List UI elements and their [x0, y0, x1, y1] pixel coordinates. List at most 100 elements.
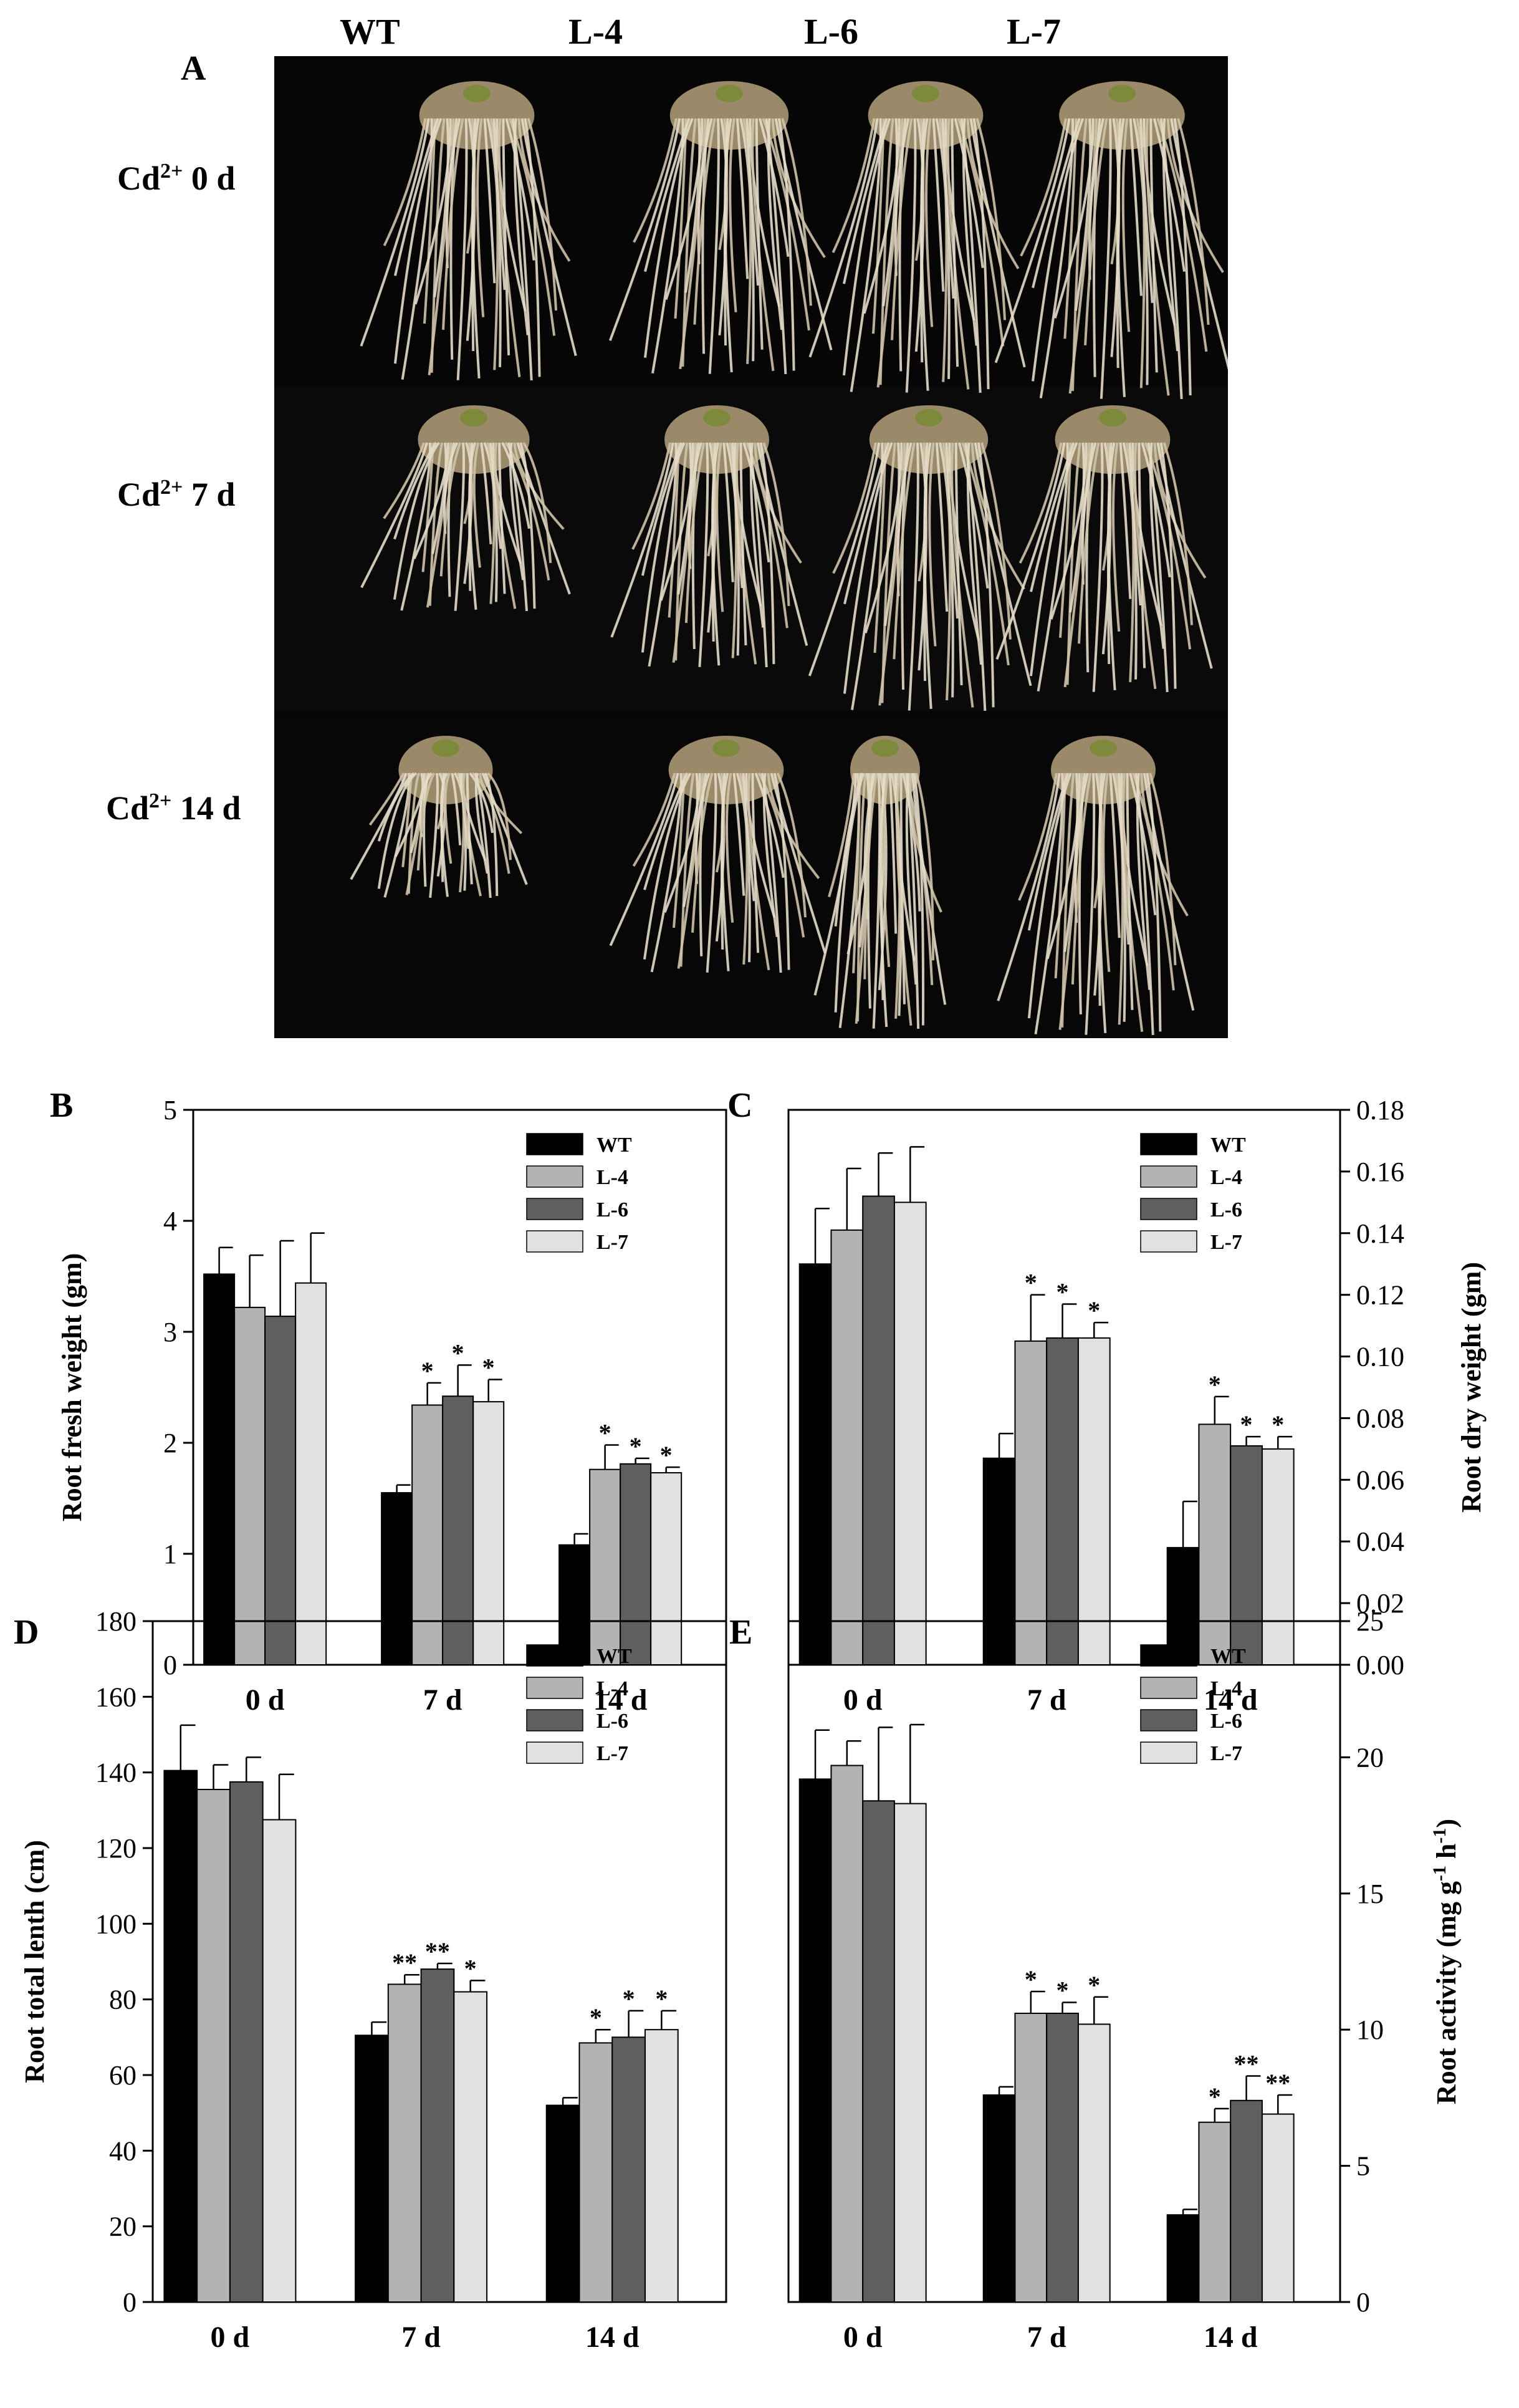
root-strand [360, 442, 428, 589]
root-strand [1121, 118, 1131, 332]
root-strand [641, 442, 683, 576]
legend-swatch [526, 1133, 583, 1155]
plot-frame [192, 1109, 727, 1666]
root-strand [1149, 773, 1177, 965]
legend-entry: L-7 [1210, 1742, 1242, 1765]
root-strand [762, 442, 790, 607]
legend-entry: WT [597, 1134, 632, 1157]
significance-mark: * [1057, 1977, 1069, 2005]
root-strand [691, 773, 714, 933]
root-strand [1143, 773, 1195, 1011]
panel-b-letter: B [50, 1086, 74, 1125]
root-strand [1068, 118, 1098, 394]
root-strand [1018, 773, 1058, 901]
root-strand [914, 118, 925, 352]
legend-swatch [526, 1198, 583, 1220]
root-strand [466, 118, 476, 341]
root-strand [1120, 773, 1149, 966]
bar-l7-0 [295, 1282, 327, 1665]
bar-l4-2 [1198, 2121, 1232, 2303]
root-strand [377, 772, 418, 889]
root-strand [454, 442, 466, 611]
root-strand [394, 773, 426, 857]
root-strand [895, 773, 916, 961]
root-strand [951, 442, 974, 708]
root-strand [739, 773, 749, 965]
bar-l6-1 [1046, 2012, 1079, 2303]
root-strand [745, 118, 759, 286]
root-strand [1018, 442, 1063, 564]
legend-entry: L-7 [597, 1742, 628, 1765]
root-strand [755, 118, 764, 350]
root-strand [749, 442, 765, 628]
root-strand [1128, 442, 1142, 606]
root-strand [899, 773, 906, 1004]
root-strand [1066, 442, 1081, 685]
y-axis-title: Root total lenth (cm) [19, 1840, 50, 2083]
root-strand [834, 773, 865, 1013]
panel-c-letter: C [727, 1086, 753, 1125]
bar-wt-1 [982, 2094, 1016, 2303]
bar-l6-2 [611, 2036, 646, 2303]
bar-l4-1 [1014, 2012, 1048, 2303]
root-strand [911, 773, 947, 1005]
x-category-label: 7 d [423, 1683, 462, 1717]
root-strand [1102, 773, 1111, 972]
significance-mark: * [1025, 1965, 1037, 1993]
root-strand [863, 118, 901, 314]
root-stem [460, 409, 487, 426]
root-strand [966, 442, 983, 665]
y-tick-label: 40 [109, 2136, 137, 2166]
root-strand [1029, 442, 1078, 677]
legend-swatch [1140, 1677, 1197, 1699]
root-strand [1112, 442, 1121, 632]
root-strand [663, 773, 701, 913]
root-strand [1053, 118, 1095, 319]
root-strand [935, 442, 949, 612]
root-strand [745, 773, 776, 918]
root-strand [1020, 118, 1067, 257]
root-strand [383, 442, 425, 519]
root-strand [608, 118, 681, 341]
bar-l4-1 [387, 1983, 422, 2303]
y-tick-label: 180 [95, 1606, 137, 1637]
root-strand [502, 118, 510, 355]
root-strand [776, 773, 807, 918]
root-strand [938, 118, 948, 382]
x-category-label: 14 d [593, 1683, 648, 1717]
root-strand [908, 442, 919, 711]
legend-entry: L-7 [1210, 1231, 1242, 1254]
root-specimen-r1-c3 [995, 405, 1213, 693]
y-tick-label: 15 [1356, 1879, 1384, 1909]
root-strand [995, 442, 1066, 660]
significance-mark: * [599, 1419, 611, 1447]
root-strand [1152, 118, 1186, 272]
root-strand [462, 773, 482, 897]
significance-mark: * [630, 1432, 642, 1460]
significance-mark: * [1272, 1410, 1284, 1438]
y-tick-label: 25 [1356, 1606, 1384, 1637]
root-strand [474, 773, 489, 874]
root-strand [472, 442, 481, 568]
root-strand [1061, 773, 1075, 1028]
y-tick-label: 0.06 [1356, 1465, 1404, 1495]
legend-entry: L-4 [597, 1677, 628, 1700]
legend-entry: L-6 [1210, 1710, 1242, 1733]
root-strand [808, 442, 881, 677]
root-strand [1149, 118, 1158, 373]
panel-a-letter: A [181, 49, 206, 88]
root-strand [1159, 442, 1177, 689]
bar-l6-1 [442, 1395, 474, 1665]
root-specimen-r0-c0 [360, 81, 577, 381]
root-strand [977, 442, 995, 708]
significance-mark: * [660, 1441, 673, 1469]
root-strand [1146, 773, 1162, 1032]
root-strand [736, 118, 749, 279]
root-strand [754, 773, 785, 879]
root-strand [734, 442, 762, 607]
root-strand [1122, 773, 1144, 1032]
root-strand [962, 118, 978, 346]
root-strand [1069, 442, 1085, 613]
root-strand [451, 773, 462, 845]
legend-entry: L-4 [1210, 1166, 1242, 1189]
